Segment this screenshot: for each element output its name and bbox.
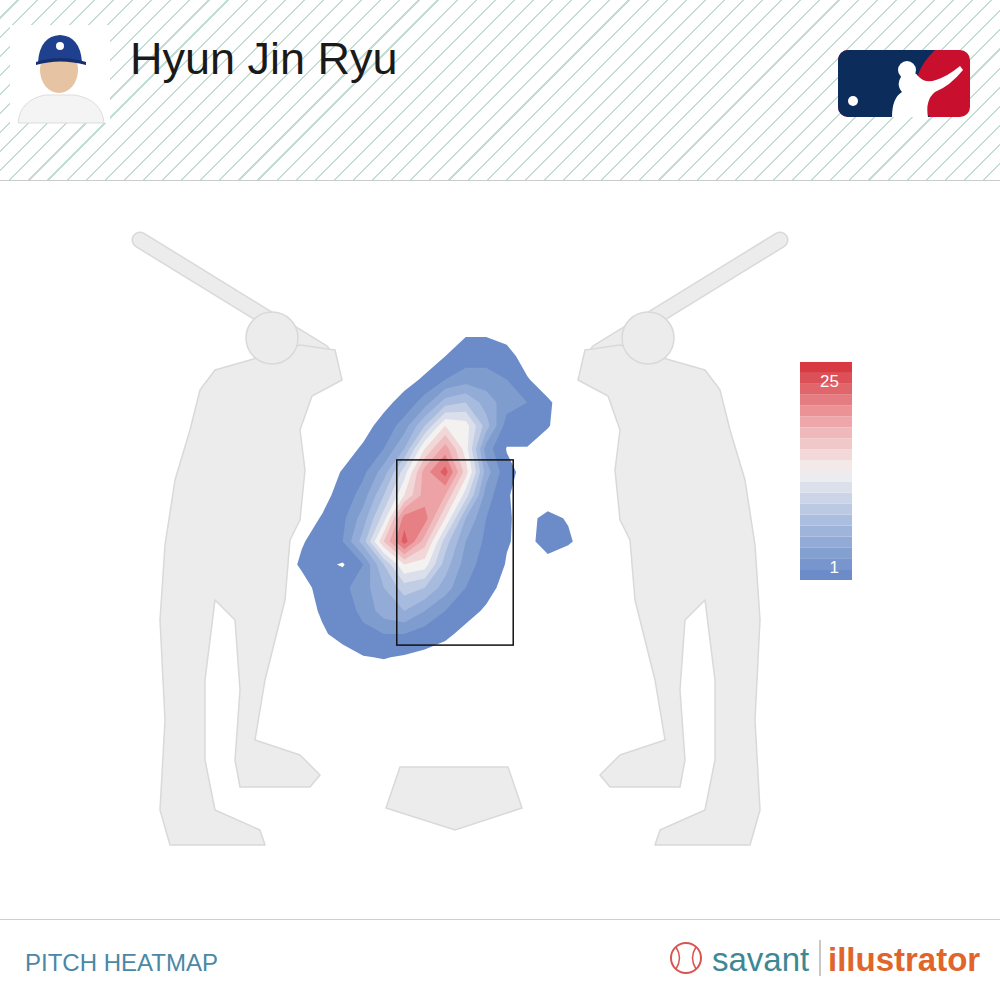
svg-text:25: 25 (820, 372, 839, 391)
html-text:Hyun Jin Ryu: Hyun Jin Ryu (130, 33, 398, 84)
html-text:PITCH HEATMAP: PITCH HEATMAP (25, 949, 218, 976)
html-text:illustrator: illustrator (828, 941, 981, 978)
svg-text:1: 1 (830, 557, 839, 576)
html-text:savant: savant (712, 941, 810, 978)
